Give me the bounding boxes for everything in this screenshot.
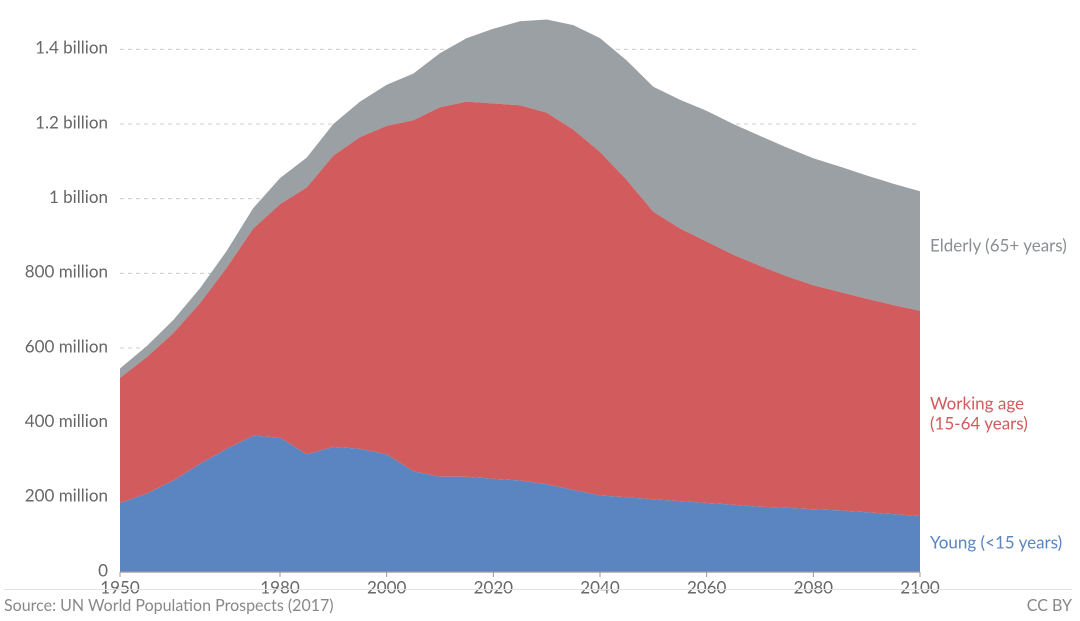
- series-label-working: Working age: [930, 393, 1024, 414]
- chart-license: CC BY: [1027, 596, 1072, 615]
- y-tick-label: 1 billion: [49, 186, 108, 207]
- series-label-young: Young (<15 years): [930, 531, 1062, 552]
- y-tick-label: 800 million: [25, 261, 108, 282]
- population-area-chart: 0200 million400 million600 million800 mi…: [0, 0, 1080, 621]
- chart-source: Source: UN World Population Prospects (2…: [4, 596, 334, 615]
- chart-footer: Source: UN World Population Prospects (2…: [4, 589, 1072, 615]
- series-label-working: (15-64 years): [930, 413, 1028, 434]
- y-tick-label: 1.2 billion: [35, 111, 108, 132]
- y-tick-label: 200 million: [25, 485, 108, 506]
- y-tick-label: 600 million: [25, 335, 108, 356]
- y-tick-label: 400 million: [25, 410, 108, 431]
- series-label-elderly: Elderly (65+ years): [930, 235, 1067, 256]
- chart-svg: 0200 million400 million600 million800 mi…: [0, 0, 1080, 596]
- y-tick-label: 1.4 billion: [35, 37, 108, 58]
